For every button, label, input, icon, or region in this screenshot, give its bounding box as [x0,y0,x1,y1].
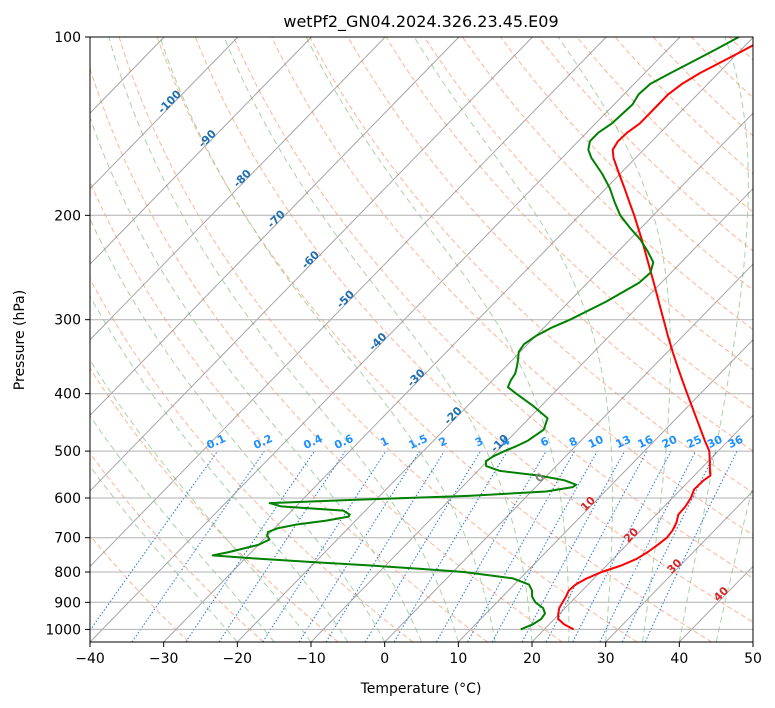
moist-adiabat-line [715,483,753,642]
x-tick-label: 10 [449,651,467,667]
isotherm-line [605,490,753,642]
y-tick-label: 500 [54,444,81,460]
moist-adiabat-line [557,37,671,642]
x-axis-label: Temperature (°C) [360,681,482,697]
profile-lines [211,37,753,631]
x-tick-label: 0 [380,651,389,667]
moist-adiabat-line [90,295,349,642]
moist-adiabat-line [159,37,496,642]
isotherm-line [752,641,753,642]
mixing-ratio-label: 10 [586,433,606,451]
x-tick-label: 30 [597,651,615,667]
y-tick-label: 400 [54,387,81,403]
moist-adiabat-line [108,37,459,642]
plot-area [90,37,753,642]
isotherm-line [310,187,753,642]
isotherm-line [163,37,753,642]
isotherm-line [90,37,681,642]
dry-adiabat-line [90,180,488,642]
mixing-ratio-label: 25 [685,433,704,451]
dry-adiabat-line [271,37,753,536]
moist-adiabat-line [90,217,386,642]
y-axis-ticks: 100 200 300 400 500 600 700 800 900 1000 [45,30,90,638]
moist-adiabat-line [90,116,422,642]
mixing-ratio-line [599,450,697,642]
x-tick-label: −10 [296,651,326,667]
mixing-ratio-line [90,450,219,632]
dry-adiabat-line [309,37,753,494]
mixing-ratio-line [521,450,626,642]
mixing-ratio-line [644,450,738,642]
isotherm-line [90,37,533,492]
isotherm-line [90,37,239,190]
mixing-ratio-label: 13 [614,433,633,451]
mixing-ratio-label: 16 [636,433,656,451]
x-tick-label: −40 [75,651,105,667]
mixing-ratio-line [545,450,648,642]
y-tick-label: 100 [54,30,81,46]
temperature-profile-line [557,44,753,631]
moist-adiabat-line [305,37,570,642]
background-lines [90,37,775,642]
mixing-ratio-label: 20 [660,433,680,451]
mixing-ratio-label: 36 [726,433,746,451]
dry-adiabat-line [90,534,190,642]
isotherm-line [90,37,607,568]
x-tick-label: 40 [670,651,688,667]
y-tick-label: 1000 [45,622,81,638]
x-tick-label: −20 [223,651,253,667]
moist-adiabat-line [678,37,749,642]
mixing-ratio-line [467,450,576,642]
moist-adiabat-line [413,37,613,642]
y-axis-label: Pressure (hPa) [12,290,28,390]
dewpoint-profile-line [211,37,740,631]
isotherm-line [531,414,753,642]
dry-adiabat-line [768,37,775,642]
dry-adiabat-line [385,37,753,411]
mixing-ratio-line [218,450,346,642]
dry-adiabat-line [194,37,753,623]
x-axis-ticks: −40 −30 −20 −10 0 10 20 30 40 50 [75,642,762,667]
x-tick-label: 20 [523,651,541,667]
dry-adiabat-line [90,278,414,642]
y-tick-label: 700 [54,531,81,547]
y-tick-label: 900 [54,595,81,611]
mixing-ratio-line [572,450,672,642]
mixing-ratio-line [262,450,387,642]
y-tick-label: 600 [54,491,81,507]
isotherm-line [384,263,753,642]
mixing-ratio-line [185,450,315,642]
mixing-ratio-line [325,450,445,642]
dry-adiabat-line [156,37,712,642]
dry-adiabat-line [233,37,753,579]
mixing-ratio-label: 30 [705,433,725,451]
isotherm-line [457,339,753,642]
moist-adiabat-line [90,415,275,642]
dry-adiabat-line [90,66,563,642]
isotherm-line [90,37,312,265]
isotherm-line [90,37,460,417]
dry-adiabat-line [118,37,638,642]
y-tick-label: 800 [54,565,81,581]
x-tick-label: 50 [744,651,762,667]
dry-adiabat-line [500,37,753,291]
x-tick-label: −30 [149,651,179,667]
mixing-ratio-line [364,450,482,642]
moist-adiabat-line [223,37,533,642]
y-tick-label: 300 [54,313,81,329]
y-tick-label: 200 [54,208,81,224]
plot-frame [89,36,754,643]
moist-adiabat-line [90,465,238,642]
chart-title: wetPf2_GN04.2024.326.23.45.E09 [283,12,558,32]
